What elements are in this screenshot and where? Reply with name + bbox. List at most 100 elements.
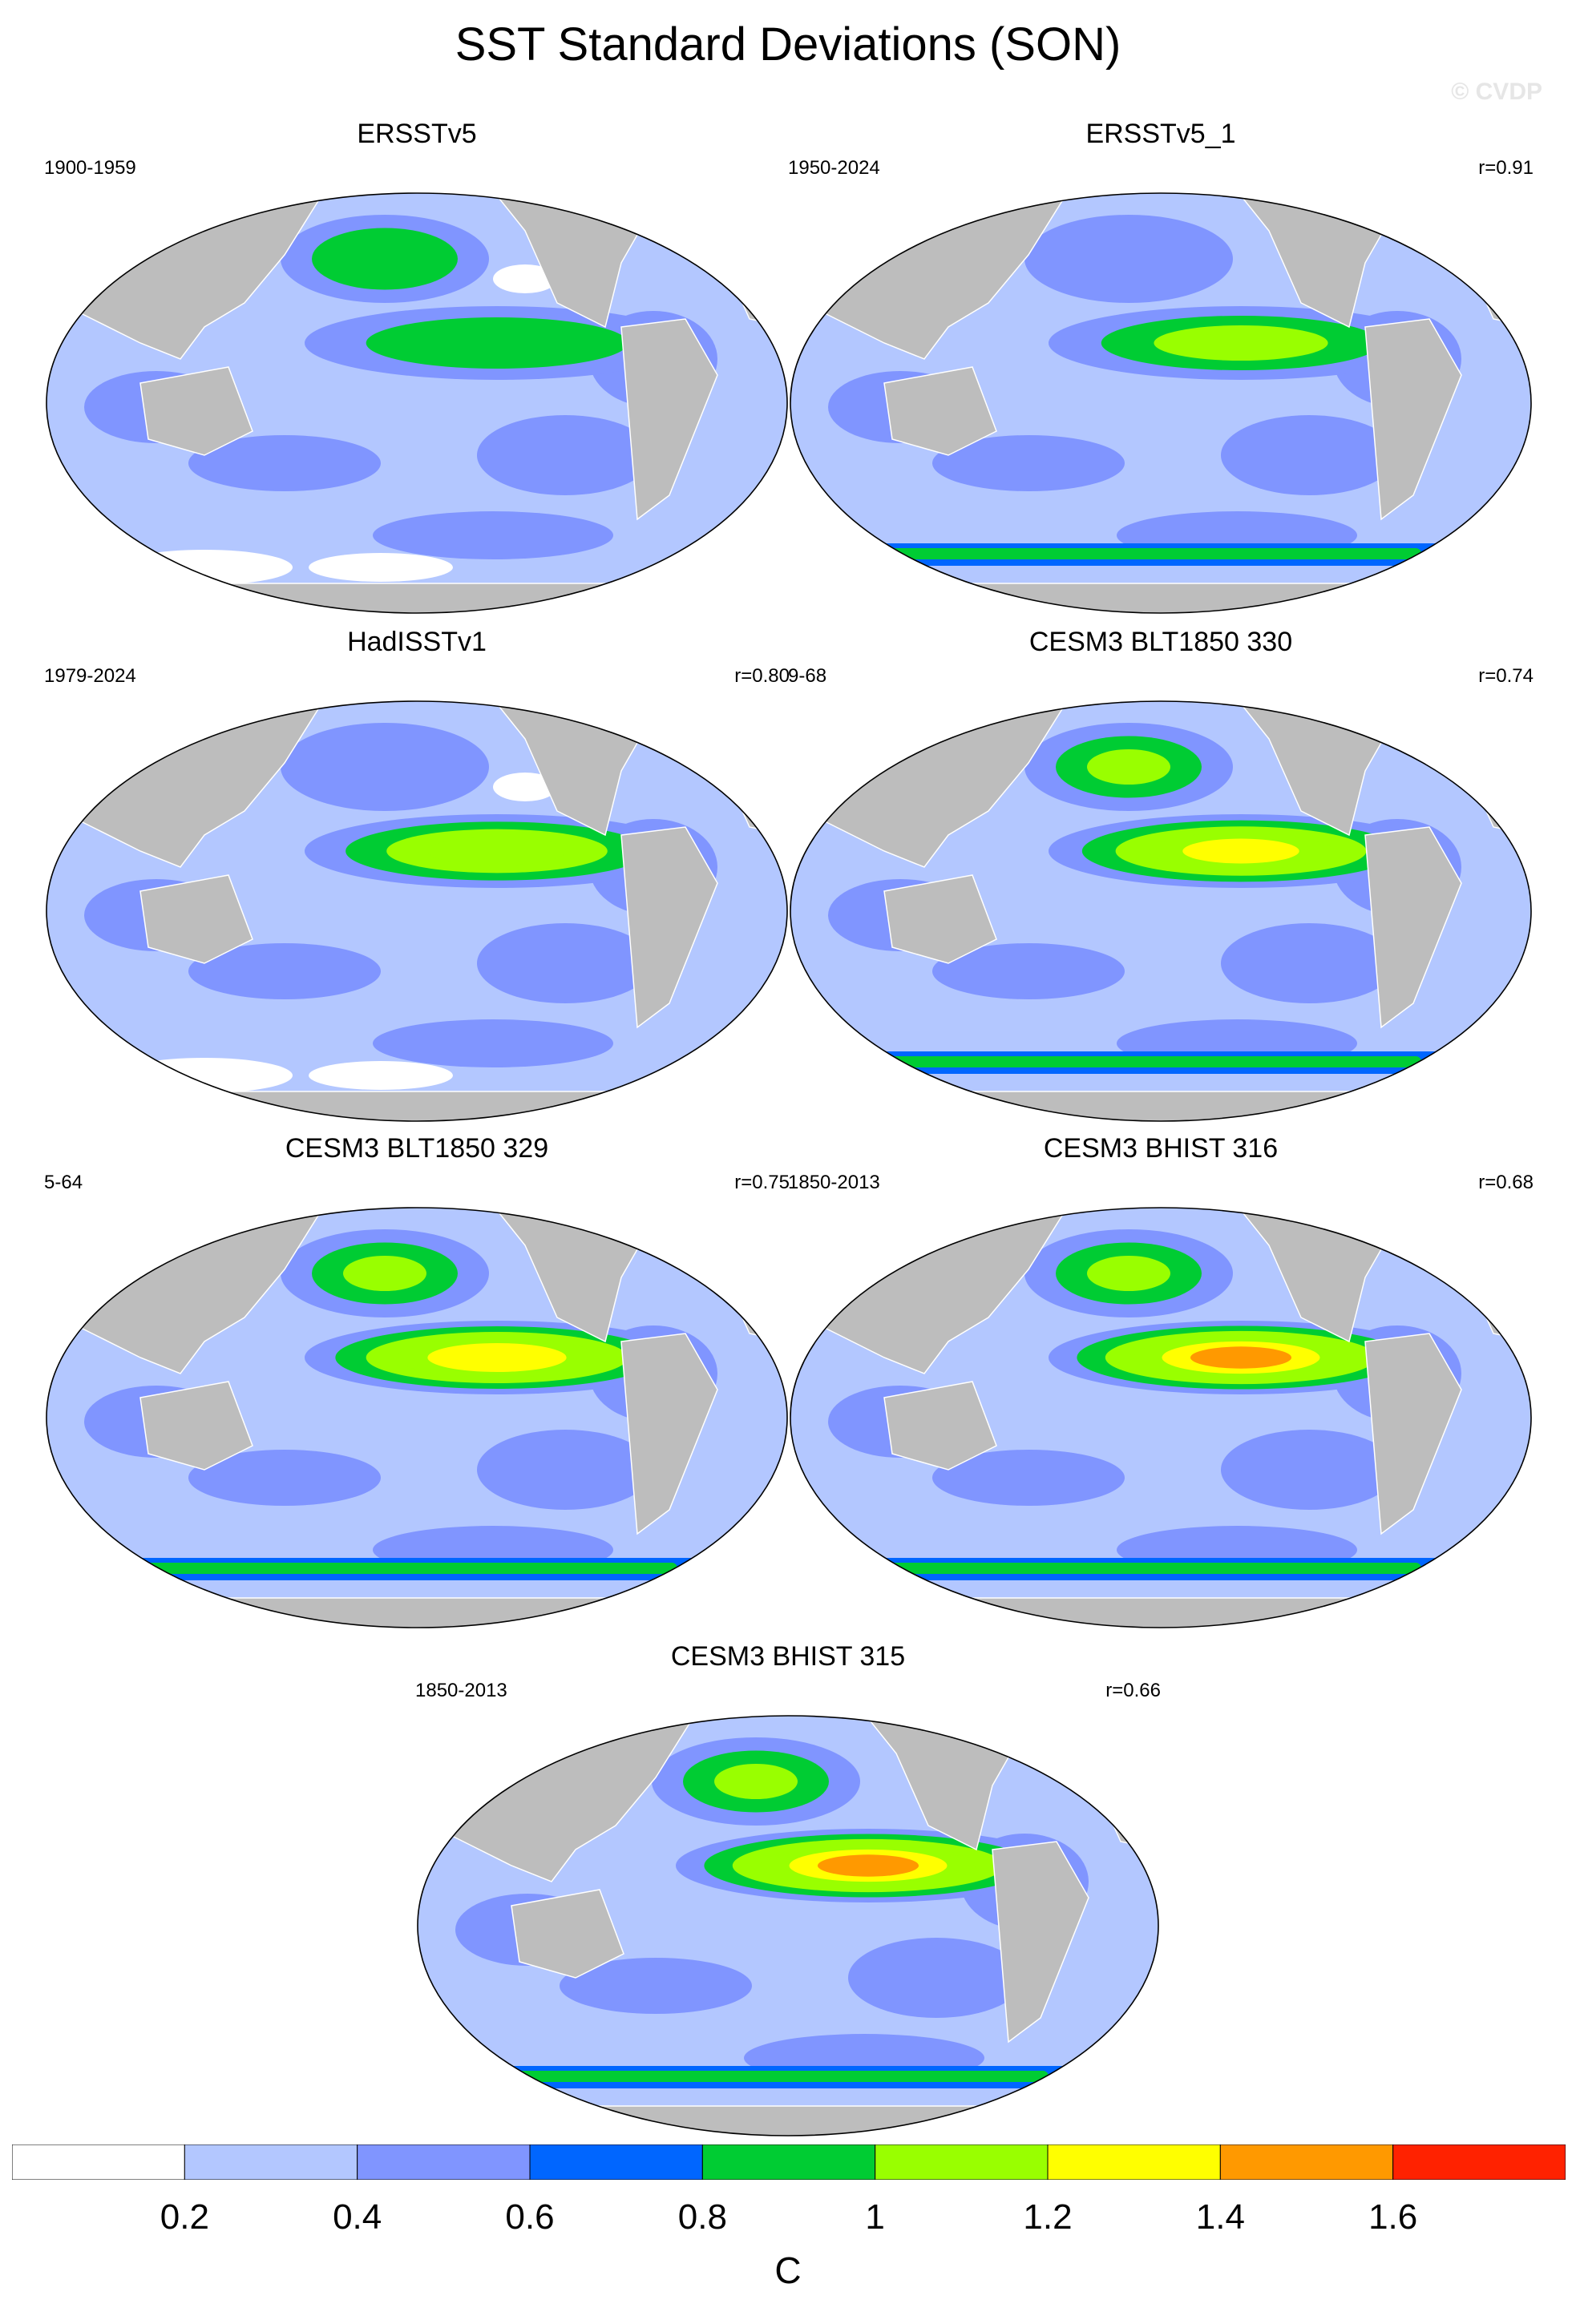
- map-boundary: [46, 700, 788, 1122]
- colorbar-tick-label: 0.6: [505, 2197, 555, 2237]
- landmass: [1236, 701, 1398, 837]
- colorbar-swatch: [12, 2144, 185, 2180]
- enso-tongue-contour: [1182, 838, 1299, 864]
- map-panel-4: CESM3 BLT1850 330 9-68 r=0.74: [788, 627, 1534, 1124]
- north-pacific-contour: [343, 1256, 426, 1291]
- sst-std-map: [790, 700, 1532, 1122]
- enso-tongue-contour: [817, 1854, 919, 1877]
- map-boundary: [790, 192, 1532, 614]
- landmass: [620, 826, 718, 1029]
- panel-title: CESM3 BLT1850 329: [285, 1133, 549, 1164]
- colorbar-swatch: [701, 2144, 876, 2180]
- variability-patch: [477, 415, 653, 495]
- variability-patch: [188, 943, 381, 999]
- landmass: [620, 318, 718, 521]
- variability-patch: [1221, 415, 1397, 495]
- panel-title: ERSSTv5: [357, 119, 477, 149]
- colorbar-swatch: [357, 2144, 531, 2180]
- landmass: [46, 583, 787, 613]
- landmass: [863, 1716, 1025, 1851]
- map-panel-7: CESM3 BHIST 315 1850-2013 r=0.66: [415, 1641, 1161, 2138]
- panel-correlation: r=0.68: [1478, 1172, 1534, 1193]
- southern-ocean-band: [116, 1563, 677, 1574]
- landmass: [492, 701, 654, 837]
- panel-correlation: r=0.74: [1478, 665, 1534, 687]
- enso-tongue-contour: [1154, 325, 1328, 361]
- landmass: [418, 2105, 1158, 2136]
- variability-patch: [932, 943, 1125, 999]
- landmass: [46, 1597, 787, 1628]
- panel-title: HadISSTv1: [347, 627, 487, 657]
- map-panel-6: CESM3 BHIST 316 1850-2013 r=0.68: [788, 1133, 1534, 1630]
- colorbar-swatches: [12, 2144, 1566, 2180]
- variability-patch: [188, 1450, 381, 1506]
- colorbar-tick-label: 1.2: [1023, 2197, 1073, 2237]
- panel-years: 5-64: [44, 1172, 83, 1193]
- figure-title: SST Standard Deviations (SON): [455, 18, 1121, 71]
- landmass: [883, 1381, 997, 1471]
- panel-years: 1979-2024: [44, 665, 136, 687]
- panel-correlation: r=0.80: [734, 665, 790, 687]
- southern-ocean-band: [860, 1563, 1421, 1574]
- landmass: [883, 366, 997, 456]
- map-panel-3: HadISSTv1 1979-2024 r=0.80: [44, 627, 790, 1124]
- colorbar-swatch: [875, 2144, 1049, 2180]
- sst-std-map: [46, 192, 788, 614]
- landmass: [46, 1091, 787, 1121]
- panel-years: 9-68: [788, 665, 827, 687]
- low-variability-patch: [493, 264, 557, 293]
- panel-title: CESM3 BLT1850 330: [1028, 627, 1293, 657]
- panel-correlation: r=0.91: [1478, 157, 1534, 179]
- panel-years: 1850-2013: [415, 1680, 507, 1701]
- landmass: [1236, 193, 1398, 329]
- map-boundary: [417, 1715, 1159, 2136]
- southern-ocean-band: [860, 548, 1421, 559]
- landmass: [883, 874, 997, 964]
- variability-patch: [373, 511, 613, 559]
- southern-ocean-band: [860, 1056, 1421, 1067]
- panel-title: CESM3 BHIST 315: [670, 1641, 906, 1672]
- landmass: [992, 1841, 1089, 2044]
- map-boundary: [46, 192, 788, 614]
- variability-patch: [1221, 923, 1397, 1003]
- colorbar-tick-label: 1.4: [1195, 2197, 1245, 2237]
- sst-std-map: [790, 192, 1532, 614]
- southern-ocean-band: [487, 2071, 1049, 2082]
- map-boundary: [790, 1207, 1532, 1628]
- colorbar-tick-label: 1.6: [1368, 2197, 1418, 2237]
- low-variability-patch: [116, 550, 293, 585]
- north-pacific-contour: [1087, 1256, 1170, 1291]
- colorbar-tick-label: 0.2: [160, 2197, 209, 2237]
- map-panel-1: ERSSTv5 1900-1959: [44, 119, 790, 615]
- sst-std-map: [46, 700, 788, 1122]
- panel-title: ERSSTv5_1: [1085, 119, 1236, 149]
- low-variability-patch: [116, 1058, 293, 1093]
- variability-patch: [477, 1430, 653, 1510]
- north-pacific-contour: [1087, 749, 1170, 785]
- landmass: [1364, 318, 1462, 521]
- panel-years: 1950-2024: [788, 157, 880, 179]
- map-panel-2: ERSSTv5_1 1950-2024 r=0.91: [788, 119, 1534, 615]
- landmass: [492, 193, 654, 329]
- variability-patch: [932, 435, 1125, 491]
- landmass: [1364, 826, 1462, 1029]
- north-pacific-contour: [281, 723, 489, 811]
- sst-std-map: [46, 1207, 788, 1628]
- map-panel-5: CESM3 BLT1850 329 5-64 r=0.75: [44, 1133, 790, 1630]
- cvdp-watermark: © CVDP: [1451, 79, 1542, 105]
- north-pacific-contour: [714, 1764, 798, 1799]
- variability-patch: [373, 1019, 613, 1067]
- sst-std-map: [417, 1715, 1159, 2136]
- enso-tongue-contour: [1190, 1346, 1292, 1369]
- enso-tongue-contour: [427, 837, 567, 865]
- landmass: [620, 1333, 718, 1535]
- panel-years: 1850-2013: [788, 1172, 880, 1193]
- panel-correlation: r=0.75: [734, 1172, 790, 1193]
- variability-patch: [188, 435, 381, 491]
- low-variability-patch: [309, 553, 453, 582]
- colorbar-tick-label: 0.4: [333, 2197, 382, 2237]
- variability-patch: [848, 1938, 1024, 2018]
- colorbar-swatch: [1219, 2144, 1394, 2180]
- landmass: [139, 366, 253, 456]
- landmass: [139, 874, 253, 964]
